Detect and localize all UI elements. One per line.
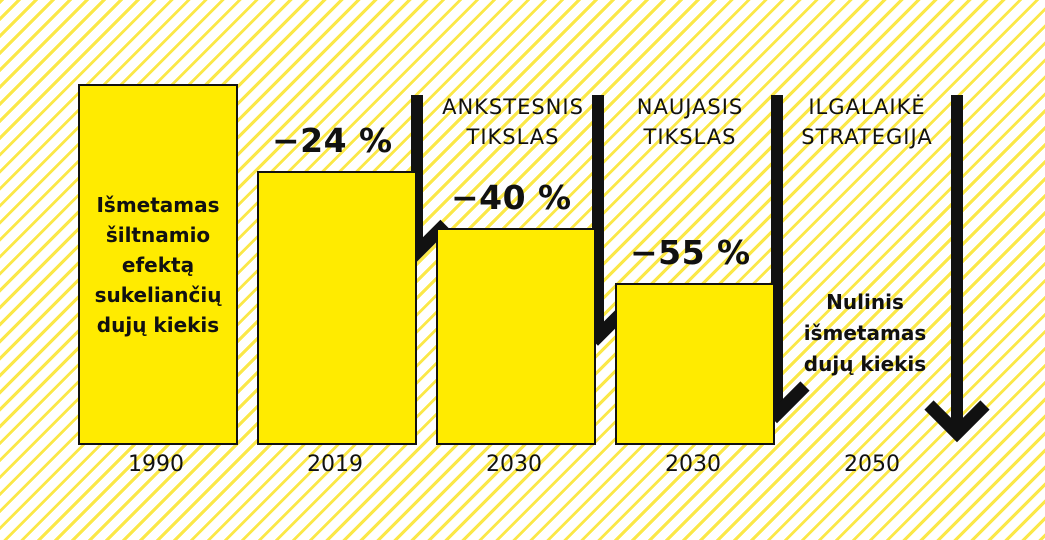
bar-2030-new [615,282,775,445]
target-label-previous: ANKSTESNIS TIKSLAS [442,95,584,149]
end-note: Nulinis išmetamas dujų kiekis [803,290,927,376]
x-tick-label-2050: 2050 [844,452,900,477]
bar-2030-previous [436,228,596,445]
target-label-long-term: ILGALAIKĖ STRATEGIJA [801,95,933,149]
change-label-2019: −24 % [272,120,393,160]
change-label-2030-previous: −40 % [451,178,572,218]
bar-1990: Išmetamas šiltnamio efektą sukeliančių d… [78,84,238,445]
bar-1990-text: Išmetamas šiltnamio efektą sukeliančių d… [94,192,222,337]
x-tick-label-2030-previous: 2030 [486,452,542,477]
bar-2019 [257,170,417,445]
arrow-long-term-to-zero [924,95,990,443]
x-tick-label-2030-new: 2030 [665,452,721,477]
target-label-new: NAUJASIS TIKSLAS [636,95,744,149]
x-tick-label-1990: 1990 [128,452,184,477]
change-label-2030-new: −55 % [630,232,751,272]
x-tick-label-2019: 2019 [307,452,363,477]
